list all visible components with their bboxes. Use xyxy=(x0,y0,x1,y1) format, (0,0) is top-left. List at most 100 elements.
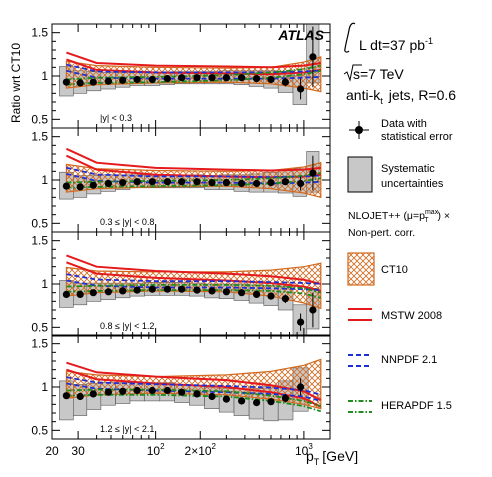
data-point xyxy=(297,179,305,188)
data-point xyxy=(253,179,261,188)
x-axis-label: pT [GeV] xyxy=(306,448,358,467)
data-point xyxy=(238,74,246,82)
y-tick-label: 1 xyxy=(41,69,48,83)
data-point xyxy=(267,398,275,406)
data-point xyxy=(193,74,201,82)
x-axis-label-sub: T xyxy=(314,457,320,467)
data-point xyxy=(148,178,156,186)
data-point xyxy=(267,75,275,84)
data-point xyxy=(208,392,216,401)
legend-nnpdf-label: NNPDF 2.1 xyxy=(381,354,437,366)
y-tick-label: 0.5 xyxy=(31,112,48,126)
data-point xyxy=(267,179,275,187)
theory-text-1: NLOJET++ (μ=pmax T) × xyxy=(348,209,450,224)
rapidity-label: 1.2 ≤ |y| < 2.1 xyxy=(100,424,154,434)
data-point xyxy=(309,169,317,177)
data-point xyxy=(281,295,289,303)
data-point xyxy=(222,288,230,296)
x-tick-label: 20 xyxy=(45,444,59,458)
panels-layer: 0.5 1 1.5 |y| < 0.3 ATLAS 0.5 1 1.5 0.3 ≤ |y| < … xyxy=(31,23,331,458)
mstw-line xyxy=(66,254,322,285)
data-point xyxy=(281,394,289,402)
data-point xyxy=(163,285,171,293)
legend-mstw-label: MSTW 2008 xyxy=(381,310,442,322)
data-point xyxy=(238,179,246,188)
mstw-line xyxy=(66,51,321,69)
data-point xyxy=(76,290,84,298)
data-point xyxy=(119,76,127,84)
legend-ct10-swatch xyxy=(347,252,375,286)
x-tick-label: 2×102 xyxy=(185,442,217,458)
x-axis-label-unit: [GeV] xyxy=(322,448,358,464)
data-point xyxy=(148,285,156,293)
data-point xyxy=(163,75,171,83)
panel-1-plot xyxy=(59,24,322,105)
data-point xyxy=(163,386,171,395)
rapidity-label: 0.8 ≤ |y| < 1.2 xyxy=(100,321,154,331)
data-point xyxy=(76,79,84,87)
legend-data-marker xyxy=(355,126,363,134)
data-point xyxy=(133,75,141,84)
data-point xyxy=(178,178,186,186)
nnpdf-line xyxy=(66,279,321,291)
data-point xyxy=(133,386,141,395)
data-point xyxy=(222,74,230,82)
panel-2-plot xyxy=(59,147,322,200)
nnpdf-line xyxy=(66,63,321,74)
data-point xyxy=(309,306,317,314)
x-tick-label: 103 xyxy=(295,442,313,458)
data-point xyxy=(208,74,216,82)
data-point xyxy=(163,178,171,186)
y-tick-label: 0.5 xyxy=(31,320,48,334)
data-point xyxy=(89,390,97,398)
data-point xyxy=(133,286,141,294)
data-point xyxy=(281,78,289,86)
sqrt-icon xyxy=(343,64,362,82)
y-tick-label: 0.5 xyxy=(31,216,48,230)
legend-ct10-label: CT10 xyxy=(381,264,408,276)
data-point xyxy=(253,399,261,407)
atlas-label: ATLAS xyxy=(277,27,324,43)
data-point xyxy=(119,179,127,187)
data-point xyxy=(148,75,156,84)
rapidity-label: |y| < 0.3 xyxy=(100,113,132,123)
legend: L dt=37 pb-1 s=7 TeV anti-kt jets, R=0.6 … xyxy=(343,22,456,413)
nnpdf-line xyxy=(66,273,321,285)
data-point xyxy=(62,290,70,298)
x-tick-label: 102 xyxy=(147,442,165,458)
data-point xyxy=(208,179,216,187)
y-tick-label: 1 xyxy=(41,277,48,291)
data-point xyxy=(253,75,261,83)
y-tick-label: 1 xyxy=(41,380,48,394)
panel-4-plot xyxy=(59,358,322,422)
data-point xyxy=(76,392,84,401)
energy-text: s=7 TeV xyxy=(353,66,404,82)
herapdf-line xyxy=(66,388,322,407)
y-tick-label: 1.5 xyxy=(31,234,48,248)
mstw-line xyxy=(66,361,322,401)
data-point xyxy=(76,183,84,191)
data-point xyxy=(178,388,186,396)
integral-icon xyxy=(344,22,356,53)
data-point xyxy=(104,179,112,188)
data-point xyxy=(309,53,317,61)
mstw-line xyxy=(65,147,321,172)
data-point xyxy=(104,288,112,296)
legend-data-label-2: statistical error xyxy=(381,131,453,143)
data-point xyxy=(193,178,201,186)
data-point xyxy=(238,397,246,405)
algo-text: anti-kt jets, R=0.6 xyxy=(346,87,456,106)
data-point xyxy=(297,383,305,391)
herapdf-line xyxy=(66,284,322,294)
data-point xyxy=(178,74,186,82)
data-point xyxy=(178,285,186,293)
data-point xyxy=(62,182,70,190)
y-axis-label: Ratio wrt CT10 xyxy=(9,43,23,123)
data-point xyxy=(89,289,97,297)
nnpdf-line xyxy=(66,166,321,179)
data-point xyxy=(62,392,70,400)
y-tick-label: 1 xyxy=(41,173,48,187)
data-point xyxy=(62,78,70,86)
data-point xyxy=(89,78,97,86)
mstw-line xyxy=(66,368,322,408)
